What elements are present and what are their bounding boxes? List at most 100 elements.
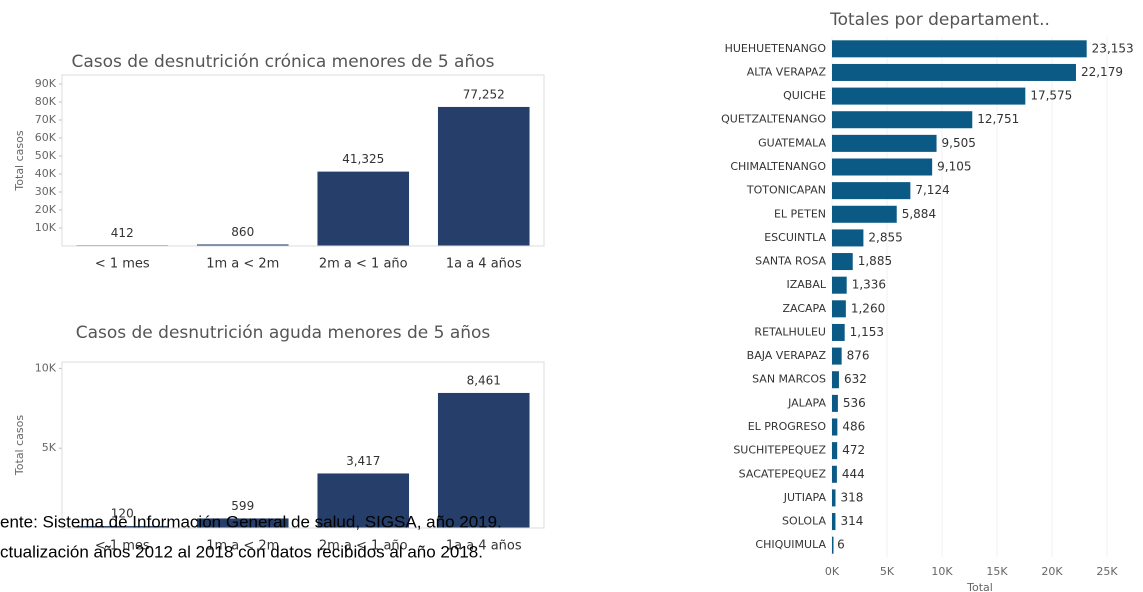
y-tick-label: 10K bbox=[35, 221, 57, 234]
bar bbox=[317, 473, 410, 528]
category-label: SANTA ROSA bbox=[755, 255, 826, 268]
value-label: 486 bbox=[842, 420, 865, 434]
x-tick-label: 1a a 4 años bbox=[446, 539, 522, 554]
value-label: 314 bbox=[840, 514, 863, 528]
category-label: QUICHE bbox=[783, 89, 826, 102]
bar bbox=[832, 489, 836, 507]
category-label: JUTIAPA bbox=[783, 491, 827, 504]
x-tick-label: 2m a < 1 año bbox=[319, 539, 408, 554]
bar bbox=[832, 40, 1087, 58]
bar bbox=[317, 171, 410, 246]
category-label: ZACAPA bbox=[782, 302, 826, 315]
category-label: GUATEMALA bbox=[758, 136, 826, 149]
bar bbox=[832, 87, 1026, 105]
y-tick-label: 70K bbox=[35, 113, 57, 126]
x-tick-label: < 1 mes bbox=[95, 257, 150, 272]
bar bbox=[832, 111, 973, 129]
footnote: ente: Sistema de Información General de … bbox=[0, 512, 502, 531]
value-label: 8,461 bbox=[467, 373, 501, 387]
y-tick-label: 60K bbox=[35, 131, 57, 144]
x-tick-label: 20K bbox=[1041, 565, 1063, 578]
value-label: 23,153 bbox=[1092, 41, 1134, 55]
x-tick-label: 25K bbox=[1096, 565, 1118, 578]
category-label: SOLOLA bbox=[782, 515, 826, 528]
bar bbox=[832, 63, 1076, 81]
bar bbox=[832, 253, 853, 271]
bar bbox=[832, 276, 847, 294]
bar bbox=[76, 526, 169, 528]
x-tick-label: 15K bbox=[986, 565, 1008, 578]
x-tick-label: 1m a < 2m bbox=[206, 257, 279, 272]
chart-title: Casos de desnutrición crónica menores de… bbox=[71, 52, 494, 72]
value-label: 9,505 bbox=[942, 136, 976, 150]
value-label: 536 bbox=[843, 396, 866, 410]
x-tick-label: 5K bbox=[880, 565, 895, 578]
category-label: BAJA VERAPAZ bbox=[747, 349, 827, 362]
value-label: 2,855 bbox=[868, 230, 902, 244]
category-label: EL PETEN bbox=[774, 207, 826, 220]
chart-title: Totales por departament.. bbox=[829, 10, 1050, 30]
value-label: 318 bbox=[840, 490, 863, 504]
value-label: 876 bbox=[847, 349, 870, 363]
value-label: 1,153 bbox=[850, 325, 884, 339]
value-label: 12,751 bbox=[977, 112, 1019, 126]
y-tick-label: 80K bbox=[35, 95, 57, 108]
chart-title: Casos de desnutrición aguda menores de 5… bbox=[76, 323, 491, 343]
category-label: SACATEPEQUEZ bbox=[739, 467, 827, 480]
y-tick-label: 30K bbox=[35, 185, 57, 198]
value-label: 77,252 bbox=[463, 87, 505, 101]
category-label: SUCHITEPEQUEZ bbox=[733, 444, 826, 457]
value-label: 860 bbox=[231, 225, 254, 239]
value-label: 5,884 bbox=[902, 207, 936, 221]
bar bbox=[832, 158, 933, 176]
bar bbox=[196, 518, 289, 528]
value-label: 120 bbox=[111, 507, 134, 521]
y-tick-label: 40K bbox=[35, 167, 57, 180]
category-label: IZABAL bbox=[786, 278, 826, 291]
x-tick-label: 1m a < 2m bbox=[206, 539, 279, 554]
value-label: 1,885 bbox=[858, 254, 892, 268]
bar bbox=[832, 300, 846, 318]
bar bbox=[832, 182, 911, 200]
bar bbox=[832, 134, 937, 152]
category-label: QUETZALTENANGO bbox=[721, 113, 826, 126]
bar bbox=[832, 536, 834, 554]
y-tick-label: 10K bbox=[35, 361, 57, 374]
category-label: ESCUINTLA bbox=[764, 231, 826, 244]
value-label: 472 bbox=[842, 443, 865, 457]
x-tick-label: 2m a < 1 año bbox=[319, 257, 408, 272]
plot-frame bbox=[61, 74, 545, 247]
value-label: 9,105 bbox=[937, 160, 971, 174]
category-label: CHIMALTENANGO bbox=[730, 160, 826, 173]
bar bbox=[437, 392, 530, 528]
bar bbox=[832, 205, 897, 223]
value-label: 632 bbox=[844, 372, 867, 386]
value-label: 7,124 bbox=[915, 183, 949, 197]
category-label: RETALHULEU bbox=[754, 325, 826, 338]
value-label: 6 bbox=[837, 538, 845, 552]
x-tick-label: < 1 mes bbox=[95, 539, 150, 554]
bar bbox=[832, 323, 845, 341]
category-label: HUEHUETENANGO bbox=[725, 42, 827, 55]
bar bbox=[196, 244, 289, 246]
y-tick-label: 90K bbox=[35, 77, 57, 90]
bar bbox=[832, 371, 839, 389]
value-label: 1,260 bbox=[851, 301, 885, 315]
value-label: 22,179 bbox=[1081, 65, 1123, 79]
y-axis-label: Total casos bbox=[13, 415, 26, 476]
bar bbox=[832, 418, 838, 436]
category-label: SAN MARCOS bbox=[752, 373, 826, 386]
value-label: 444 bbox=[842, 467, 865, 481]
category-label: CHIQUIMULA bbox=[755, 538, 826, 551]
value-label: 1,336 bbox=[852, 278, 886, 292]
category-label: EL PROGRESO bbox=[748, 420, 827, 433]
value-label: 599 bbox=[231, 499, 254, 513]
bar bbox=[832, 394, 838, 412]
plot-frame bbox=[61, 361, 545, 529]
y-tick-label: 50K bbox=[35, 149, 57, 162]
value-label: 412 bbox=[111, 226, 134, 240]
value-label: 3,417 bbox=[346, 454, 380, 468]
category-label: JALAPA bbox=[787, 396, 826, 409]
bar bbox=[832, 347, 842, 365]
